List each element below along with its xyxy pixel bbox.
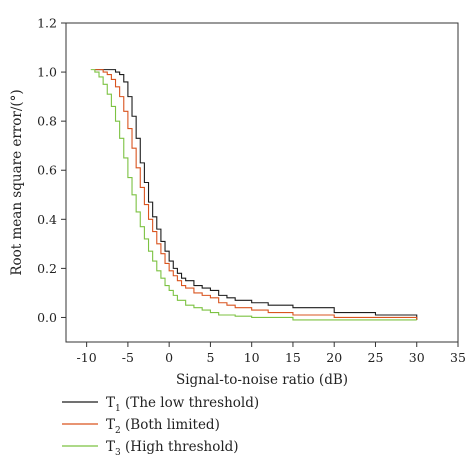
x-tick-label: 0	[165, 350, 173, 365]
y-axis-label: Root mean square error/(°)	[9, 89, 25, 275]
y-tick-label: 0.2	[37, 261, 57, 276]
y-tick-label: 0.0	[37, 310, 57, 325]
x-tick-label: 25	[368, 350, 384, 365]
series-layer	[90, 69, 418, 321]
legend-rest: (The low threshold)	[121, 395, 259, 411]
y-tick-label: 0.8	[37, 114, 57, 129]
legend-main: T	[106, 417, 115, 433]
x-axis-label: Signal-to-noise ratio (dB)	[176, 372, 348, 388]
y-tick-label: 1.0	[37, 65, 57, 80]
legend-entry-1: T1 (The low threshold)	[106, 395, 259, 414]
legend-subscript: 2	[115, 426, 121, 436]
legend-main: T	[106, 439, 115, 455]
x-tick-label: 15	[285, 350, 301, 365]
legend-entry-2: T2 (Both limited)	[106, 417, 220, 436]
y-tick-label: 0.6	[37, 163, 57, 178]
legend-subscript: 3	[115, 448, 121, 458]
x-tick-label: -10	[77, 350, 97, 365]
x-tick-label: 10	[244, 350, 260, 365]
legend-subscript: 1	[115, 404, 121, 414]
series-line-2	[94, 69, 418, 320]
plot-frame	[65, 22, 459, 343]
y-tick-label: 0.4	[37, 212, 57, 227]
x-tick-label: 20	[326, 350, 342, 365]
x-tick-label: 5	[206, 350, 214, 365]
legend: T1 (The low threshold)T2 (Both limited)T…	[62, 395, 259, 458]
series-line-1	[94, 69, 418, 320]
series-line-3	[90, 69, 417, 321]
x-tick-label: 35	[450, 350, 466, 365]
y-tick-label: 1.2	[37, 16, 57, 31]
legend-entry-3: T3 (High threshold)	[106, 439, 239, 458]
ticks-layer: -10 -5 0 5 10 15 20 25 30 35 0.0 0.2 0.4 0.6 0.8 1.0 1.2	[37, 16, 466, 366]
x-tick-label: 30	[409, 350, 425, 365]
legend-rest: (High threshold)	[121, 439, 239, 455]
x-tick-label: -5	[122, 350, 134, 365]
legend-rest: (Both limited)	[121, 417, 220, 433]
legend-main: T	[106, 395, 115, 411]
